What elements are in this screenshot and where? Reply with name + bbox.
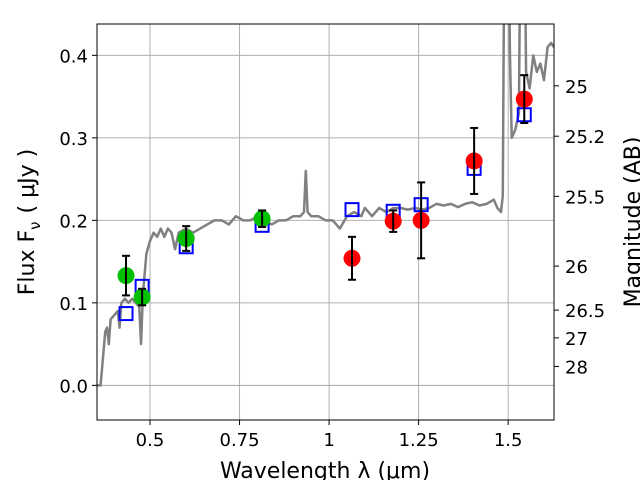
x-tick-label: 1.5	[494, 430, 523, 451]
y-tick-label: 0.0	[59, 376, 88, 397]
y2-tick-label: 26	[565, 257, 588, 278]
model-square-marker	[344, 202, 360, 218]
x-tick-label: 1	[323, 430, 334, 451]
spectrum-line	[97, 24, 554, 387]
axes: 0.5 0.75 1 1.25 1.5 0.0 0.1 0.2 0.3 0.4 25 25.2 25.5…	[59, 46, 605, 451]
y2-tick-label: 25.2	[565, 127, 605, 148]
error-bar	[258, 209, 267, 228]
y2-tick-label: 25.5	[565, 187, 605, 208]
error-bar	[417, 181, 426, 260]
x-axis-label: Wavelength λ (μm)	[220, 459, 430, 480]
y2-tick-label: 27	[565, 329, 588, 350]
y-axis-label: Flux Fν( μJy )	[15, 149, 44, 295]
error-bar	[348, 235, 357, 281]
error-bar	[520, 74, 529, 124]
error-bar	[182, 225, 191, 252]
y2-tick-label: 25	[565, 77, 588, 98]
error-bar	[470, 126, 479, 195]
y-tick-label: 0.3	[59, 129, 88, 150]
grid	[97, 24, 554, 420]
y-tick-label: 0.2	[59, 211, 88, 232]
error-bar	[389, 209, 398, 233]
plot-area	[97, 24, 554, 387]
y2-tick-label: 28	[565, 357, 588, 378]
x-tick-label: 1.25	[399, 430, 439, 451]
x-tick-label: 0.75	[220, 430, 260, 451]
y-tick-label: 0.4	[59, 46, 88, 67]
error-bar	[138, 287, 147, 307]
y2-tick-label: 26.5	[565, 301, 605, 322]
axes-frame	[96, 23, 555, 421]
model-square-marker	[118, 306, 134, 322]
y-tick-label: 0.1	[59, 294, 88, 315]
x-tick-label: 0.5	[136, 430, 165, 451]
y2-axis-label: Magnitude (AB)	[621, 137, 640, 308]
error-bar	[122, 254, 131, 297]
